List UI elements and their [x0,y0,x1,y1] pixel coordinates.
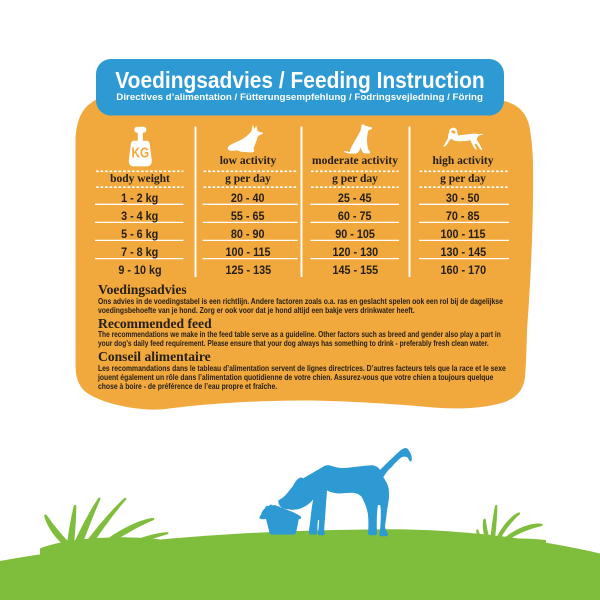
svg-text:KG: KG [132,144,150,161]
